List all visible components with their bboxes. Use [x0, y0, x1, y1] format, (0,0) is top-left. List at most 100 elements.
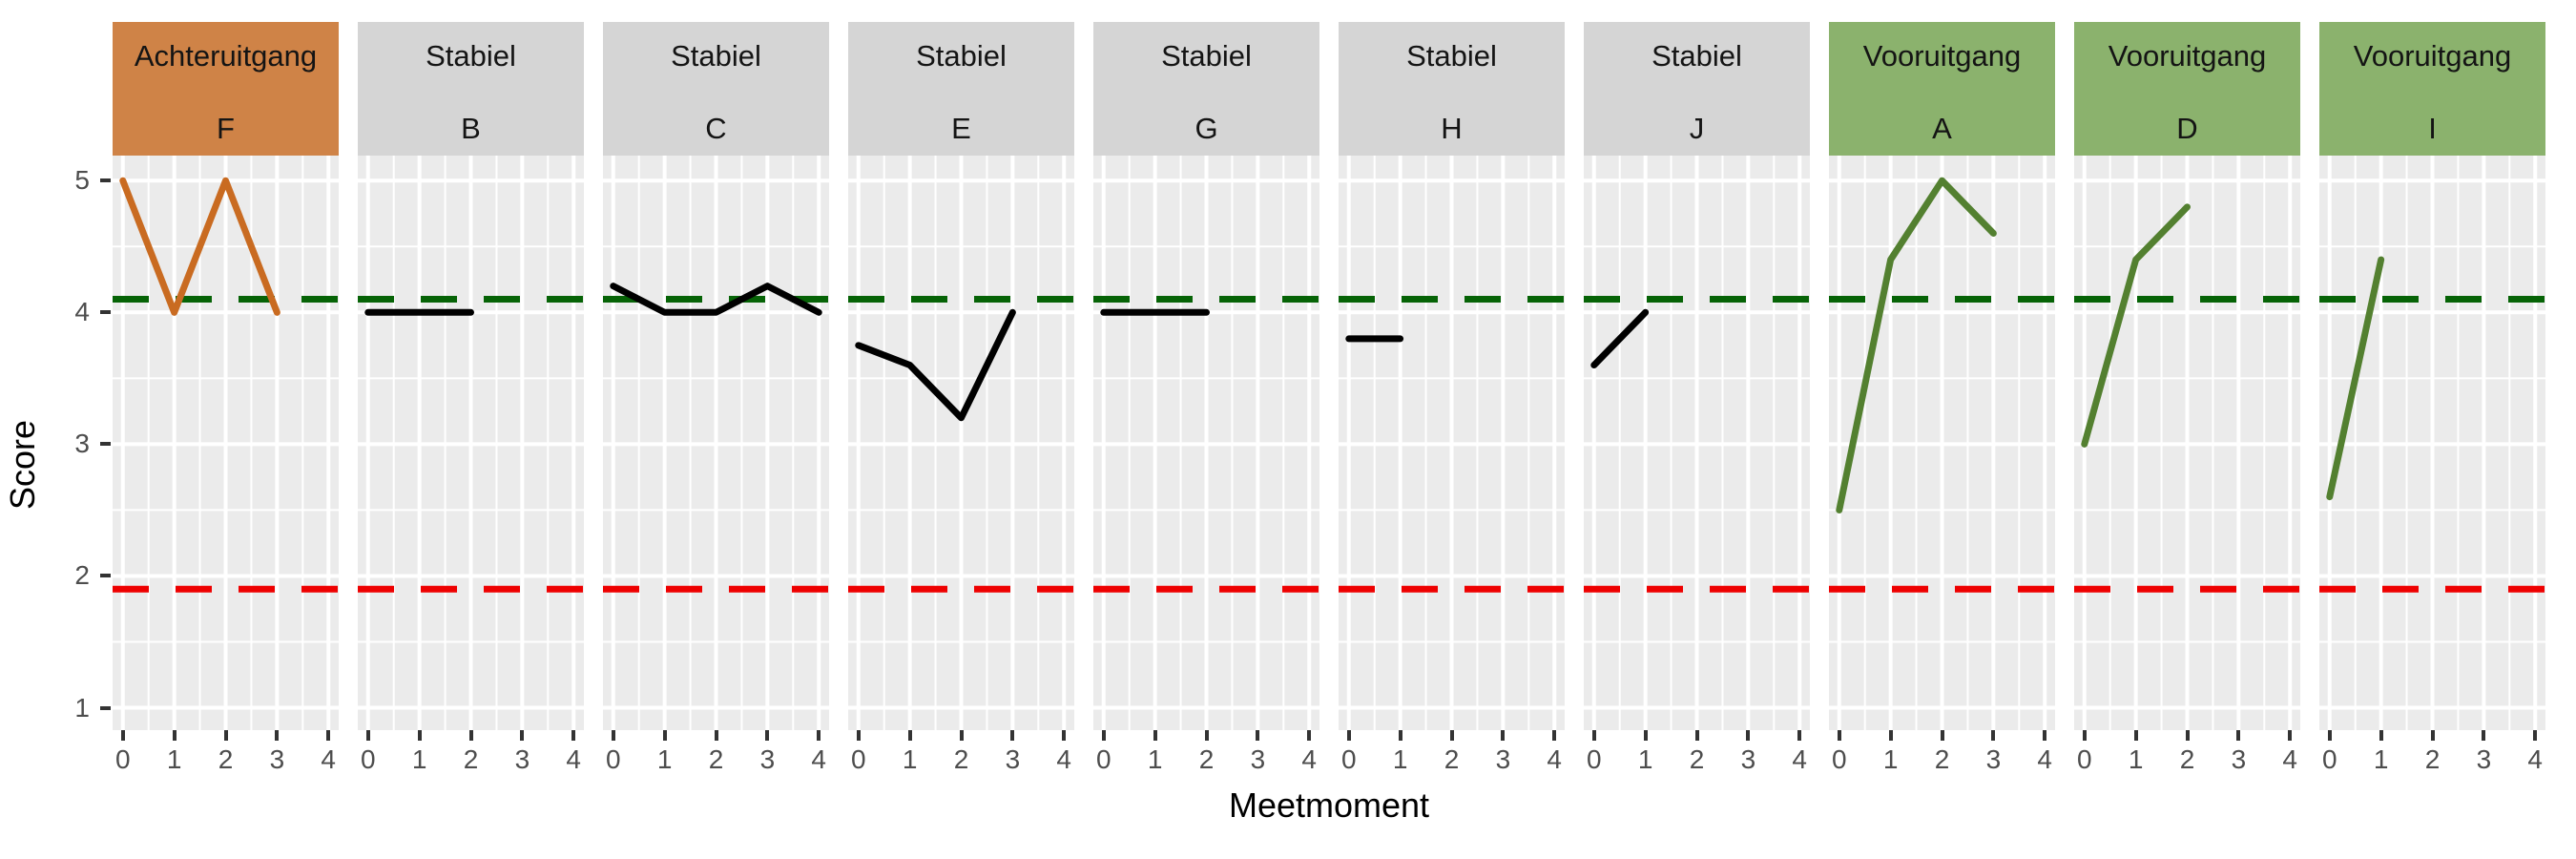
x-tick-label: 3 [1740, 744, 1756, 774]
strip-id-label: H [1441, 112, 1463, 145]
strip-group-label: Vooruitgang [1862, 39, 2022, 73]
y-axis-title-text: Score [3, 419, 43, 511]
x-tick-label: 2 [1934, 744, 1950, 774]
x-tick-mark [1746, 730, 1751, 741]
strip-id-label: B [461, 112, 481, 145]
panel-plot-H [1339, 156, 1565, 730]
y-tick-mark [100, 310, 111, 315]
x-tick-label: 2 [2424, 744, 2441, 774]
x-tick-label: 1 [902, 744, 918, 774]
x-tick-label: 1 [656, 744, 673, 774]
facet-panel-G: Stabiel G 0 1 2 3 4 [1093, 22, 1319, 797]
x-tick-label: 3 [2476, 744, 2492, 774]
facet-panel-D: Vooruitgang D 0 1 2 3 4 [2074, 22, 2300, 797]
x-tick-mark [959, 730, 964, 741]
major-gridlines [113, 156, 339, 730]
strip-id-label: J [1689, 112, 1705, 145]
x-tick-label: 2 [708, 744, 724, 774]
x-tick-mark [120, 730, 125, 741]
x-tick-label: 1 [2373, 744, 2389, 774]
x-tick-label: 0 [2321, 744, 2337, 774]
x-tick-mark [1643, 730, 1648, 741]
panel-plot-J [1584, 156, 1810, 730]
x-tick-label: 1 [1637, 744, 1653, 774]
x-tick-mark [2236, 730, 2241, 741]
x-tick-mark [417, 730, 422, 741]
x-tick-label: 4 [2527, 744, 2544, 774]
series-line-D [2081, 203, 2191, 448]
x-tick-mark [1153, 730, 1157, 741]
facet-panel-I: Vooruitgang I 0 1 2 3 4 [2319, 22, 2545, 797]
x-tick-mark [907, 730, 912, 741]
x-tick-mark [2288, 730, 2293, 741]
x-axis-panel-B: 0 1 2 3 4 [358, 730, 584, 797]
major-gridlines [1093, 156, 1319, 730]
panel-plot-A [1829, 156, 2055, 730]
x-axis-panel-J: 0 1 2 3 4 [1584, 730, 1810, 797]
strip-group-label: Achteruitgang [134, 39, 318, 73]
series-line-I [2326, 256, 2385, 501]
strip-id-label: I [2428, 112, 2437, 145]
x-tick-label: 3 [1985, 744, 2002, 774]
x-tick-mark [1062, 730, 1067, 741]
x-tick-label: 1 [1392, 744, 1408, 774]
x-tick-label: 3 [1250, 744, 1266, 774]
x-axis-panel-D: 0 1 2 3 4 [2074, 730, 2300, 797]
x-tick-label: 3 [1005, 744, 1021, 774]
x-tick-label: 2 [463, 744, 479, 774]
x-tick-mark [326, 730, 331, 741]
x-tick-label: 0 [1831, 744, 1847, 774]
y-tick-mark [100, 442, 111, 447]
facet-panel-B: Stabiel B 0 1 2 3 4 [358, 22, 584, 797]
x-tick-label: 4 [1547, 744, 1563, 774]
major-gridlines [1339, 156, 1565, 730]
facet-panel-J: Stabiel J 0 1 2 3 4 [1584, 22, 1810, 797]
strip-id-label: E [951, 112, 971, 145]
facet-strip-F: Achteruitgang F [113, 22, 339, 156]
facet-strip-H: Stabiel H [1339, 22, 1565, 156]
x-tick-mark [1398, 730, 1402, 741]
strip-id-label: F [217, 112, 235, 145]
x-tick-mark [1940, 730, 1944, 741]
x-tick-label: 4 [1301, 744, 1318, 774]
x-tick-mark [662, 730, 667, 741]
x-tick-mark [1501, 730, 1506, 741]
x-tick-mark [1888, 730, 1893, 741]
x-tick-mark [1346, 730, 1351, 741]
facet-strip-A: Vooruitgang A [1829, 22, 2055, 156]
major-gridlines [2319, 156, 2545, 730]
panel-plot-B [358, 156, 584, 730]
facet-strip-D: Vooruitgang D [2074, 22, 2300, 156]
facet-panel-H: Stabiel H 0 1 2 3 4 [1339, 22, 1565, 797]
x-axis-panel-F: 0 1 2 3 4 [113, 730, 339, 797]
x-tick-label: 4 [811, 744, 827, 774]
x-tick-mark [571, 730, 576, 741]
x-tick-label: 0 [1095, 744, 1111, 774]
series-line-A [1836, 177, 1997, 513]
y-tick-mark [100, 178, 111, 183]
x-tick-label: 1 [1882, 744, 1899, 774]
x-tick-mark [1256, 730, 1260, 741]
x-tick-label: 4 [1056, 744, 1072, 774]
x-tick-label: 4 [321, 744, 337, 774]
x-tick-label: 4 [566, 744, 582, 774]
x-tick-mark [2430, 730, 2435, 741]
facet-strip-B: Stabiel B [358, 22, 584, 156]
y-axis-title: Score [2, 369, 44, 560]
x-tick-mark [2043, 730, 2047, 741]
x-axis-title: Meetmoment [1228, 786, 1430, 825]
x-tick-label: 0 [850, 744, 866, 774]
major-gridlines [2074, 156, 2300, 730]
x-tick-label: 4 [2282, 744, 2298, 774]
series-line-E [855, 308, 1016, 422]
x-tick-label: 0 [360, 744, 376, 774]
strip-group-label: Vooruitgang [2353, 39, 2512, 73]
x-tick-label: 3 [514, 744, 530, 774]
x-tick-mark [2185, 730, 2190, 741]
x-tick-mark [520, 730, 525, 741]
x-tick-mark [2482, 730, 2486, 741]
y-tick-mark [100, 705, 111, 710]
x-tick-mark [817, 730, 821, 741]
x-tick-label: 2 [953, 744, 969, 774]
x-tick-label: 2 [2179, 744, 2195, 774]
